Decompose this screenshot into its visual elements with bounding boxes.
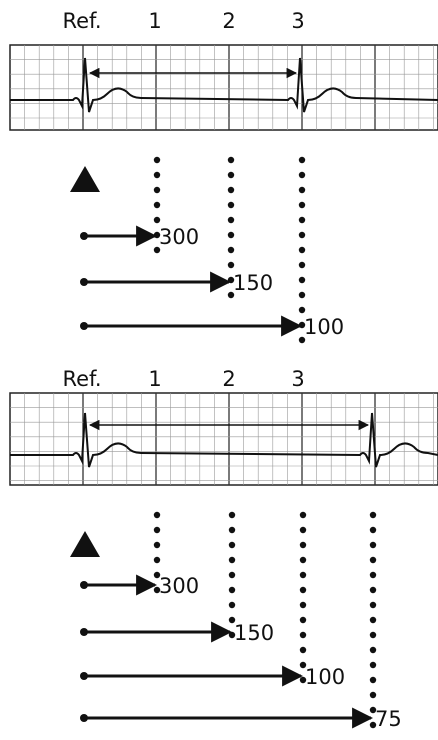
- beat-dot: [299, 556, 307, 564]
- beat-dot: [369, 646, 377, 654]
- beat-dot: [227, 231, 235, 239]
- beat-dot: [369, 541, 377, 549]
- beat-label: Ref.: [62, 367, 101, 391]
- beat-dot: [228, 586, 236, 594]
- beat-dot: [369, 571, 377, 579]
- beat-dot: [227, 171, 235, 179]
- beat-label: 2: [222, 9, 235, 33]
- rate-label: 100: [304, 315, 344, 339]
- ecg-trace: [10, 57, 438, 113]
- beat-dot: [369, 526, 377, 534]
- beat-label: 3: [291, 367, 304, 391]
- beat-dot: [153, 511, 161, 519]
- beat-dot: [228, 511, 236, 519]
- beat-label: 2: [222, 367, 235, 391]
- beat-dot: [228, 556, 236, 564]
- ref-triangle: [70, 166, 100, 192]
- beat-dot: [299, 631, 307, 639]
- beat-dot: [299, 646, 307, 654]
- beat-dot: [298, 156, 306, 164]
- beat-dot: [227, 186, 235, 194]
- beat-dot: [228, 571, 236, 579]
- beat-dot: [228, 526, 236, 534]
- beat-dot: [299, 571, 307, 579]
- beat-dot: [227, 261, 235, 269]
- ecg-strip: [9, 392, 438, 486]
- beat-dot: [298, 291, 306, 299]
- rate-label: 75: [375, 707, 402, 731]
- beat-label: Ref.: [62, 9, 101, 33]
- rate-label: 100: [305, 665, 345, 689]
- beat-dot: [228, 601, 236, 609]
- beat-dot: [298, 231, 306, 239]
- beat-dot: [299, 601, 307, 609]
- beat-dot: [299, 511, 307, 519]
- beat-dot: [369, 676, 377, 684]
- beat-dot: [227, 291, 235, 299]
- beat-dot: [153, 216, 161, 224]
- ref-triangle: [70, 531, 100, 557]
- beat-dot: [369, 601, 377, 609]
- beat-dot: [299, 541, 307, 549]
- rate-label: 300: [159, 574, 199, 598]
- ecg-trace: [10, 412, 438, 468]
- beat-dot: [153, 186, 161, 194]
- beat-dot: [227, 201, 235, 209]
- beat-dot: [369, 631, 377, 639]
- beat-dot: [369, 586, 377, 594]
- beat-dot: [153, 171, 161, 179]
- beat-dot: [298, 171, 306, 179]
- beat-dot: [298, 201, 306, 209]
- beat-dot: [369, 691, 377, 699]
- rate-label: 300: [159, 225, 199, 249]
- beat-dot: [298, 246, 306, 254]
- beat-dot: [369, 661, 377, 669]
- beat-dot: [228, 541, 236, 549]
- beat-dot: [153, 556, 161, 564]
- beat-dot: [227, 216, 235, 224]
- beat-dot: [369, 616, 377, 624]
- beat-dot: [153, 541, 161, 549]
- beat-label: 1: [148, 367, 161, 391]
- beat-dot: [299, 526, 307, 534]
- beat-dot: [298, 336, 306, 344]
- beat-dot: [298, 261, 306, 269]
- beat-dot: [153, 156, 161, 164]
- beat-dot: [298, 306, 306, 314]
- beat-dot: [153, 246, 161, 254]
- beat-dot: [298, 276, 306, 284]
- ecg-strip: [9, 44, 438, 131]
- beat-dot: [369, 556, 377, 564]
- rate-label: 150: [234, 621, 274, 645]
- rate-label: 150: [233, 271, 273, 295]
- beat-dot: [299, 616, 307, 624]
- beat-dot: [227, 246, 235, 254]
- beat-dot: [299, 586, 307, 594]
- beat-dot: [227, 156, 235, 164]
- beat-label: 1: [148, 9, 161, 33]
- beat-label: 3: [291, 9, 304, 33]
- beat-dot: [369, 511, 377, 519]
- beat-dot: [153, 201, 161, 209]
- beat-dot: [298, 216, 306, 224]
- beat-dot: [153, 526, 161, 534]
- beat-dot: [298, 186, 306, 194]
